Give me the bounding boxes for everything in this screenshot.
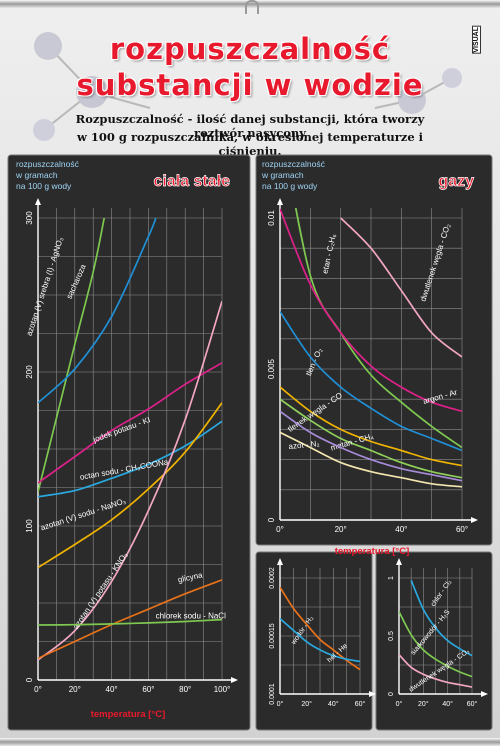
series-line [280,398,462,479]
series-label: azot - N₂ [288,439,320,451]
series-line [280,208,462,413]
x-tick-label: 0° [277,700,284,708]
series-line [280,431,462,488]
y-tick-label: 0 [267,517,276,522]
panel-solids-header: rozpuszczalność w gramach na 100 g wody … [15,159,230,720]
series-line [280,410,462,482]
x-tick-label: 60° [456,525,468,534]
y-tick-label: 0.00015 [269,623,276,648]
x-tick-label: 80° [179,685,191,694]
y-tick-label: 0 [388,692,395,696]
series-line [38,300,222,661]
series-line [38,420,222,498]
y-tick-label: 200 [25,365,34,379]
series [280,410,462,482]
y-tick-label: 0 [25,677,34,682]
gases-panel-title: gazy [438,173,474,190]
series-line [340,217,462,358]
y-tick-label: 0.5 [388,631,395,641]
x-axis-arrow [481,691,488,697]
y-tick-label: 100 [25,519,34,533]
y-axis-arrow [35,198,41,205]
gases-ylabel-line3: na 100 g wody [262,181,318,191]
x-tick-label: 40° [395,525,407,534]
series-line [38,217,106,493]
y-tick-label: 300 [25,211,34,225]
series-line [399,654,472,688]
x-tick-label: 20° [335,525,347,534]
x-tick-label: 40° [328,700,339,708]
gases-panel [255,154,493,546]
axes: 0° 20° 40° 60° 0 0.005 0.01 [267,198,478,534]
series-line [38,402,222,569]
panel-gases-header: rozpuszczalność w gramach na 100 g wody … [261,159,474,557]
y-tick-label: 0.0002 [269,567,276,589]
series-line [38,618,222,626]
y-tick-label: 0.01 [267,210,276,226]
series-label: chlorek sodu - NaCl [156,611,226,620]
solids-panel [7,154,251,731]
axes: 0° 20° 40° 60° 0.0001 0.00015 0.0002 [269,558,376,708]
x-tick-label: 20° [69,685,81,694]
y-tick-label: 0.005 [267,358,276,379]
x-tick-label: 20° [418,700,429,708]
series-line [38,579,222,660]
axes: 0° 20° 40° 60° 80° 100° 0 100 200 300 [25,198,238,694]
series-line [38,362,222,484]
solids-panel-title: ciała stałe [154,173,231,190]
series-line [280,617,360,663]
y-axis-arrow [277,198,283,205]
x-tick-label: 60° [142,685,154,694]
x-tick-label: 0° [34,685,42,694]
y-tick-label: 1 [388,576,395,580]
series-line [410,579,472,657]
series: chlorek sodu - NaCl [38,611,226,626]
axes: 0° 20° 40° 60° 0 0.5 1 [388,558,488,708]
solids-ylabel-line3: na 100 g wody [16,181,72,191]
x-tick-label: 100° [214,685,231,694]
solids-ylabel-line1: rozpuszczalność [16,159,80,169]
series: azot - N₂ [280,431,462,488]
gases-xlabel: temperatura [°C] [335,546,410,557]
series-line [280,386,462,467]
x-tick-label: 40° [106,685,118,694]
gases-ylabel-line2: w gramach [261,170,304,180]
series-line [38,217,157,404]
hanger-rod-bottom [0,738,500,746]
x-tick-label: 0° [396,700,403,708]
poster-title-line2: substancji w wodzie [76,68,424,102]
solids-ylabel-line2: w gramach [15,170,58,180]
series-line [280,311,462,452]
y-tick-label: 0.0001 [269,683,276,705]
solids-xlabel: temperatura [°C] [91,709,166,720]
y-axis-arrow [396,558,402,565]
series-line [399,611,472,678]
x-axis-arrow [369,691,376,697]
x-tick-label: 60° [467,700,478,708]
hanger-hook [245,0,259,14]
y-axis-arrow [277,558,283,565]
x-tick-label: 20° [301,700,312,708]
x-tick-label: 60° [355,700,366,708]
gases-ylabel-line1: rozpuszczalność [262,159,326,169]
x-axis-arrow [471,517,478,523]
series-line [280,586,360,671]
x-tick-label: 40° [442,700,453,708]
series-line [294,208,462,449]
definition-line1: Rozpuszczalność - ilość danej substancji… [75,112,425,140]
poster-title-line1: rozpuszczalność [109,32,391,66]
x-tick-label: 0° [276,525,284,534]
x-axis-arrow [231,677,238,683]
